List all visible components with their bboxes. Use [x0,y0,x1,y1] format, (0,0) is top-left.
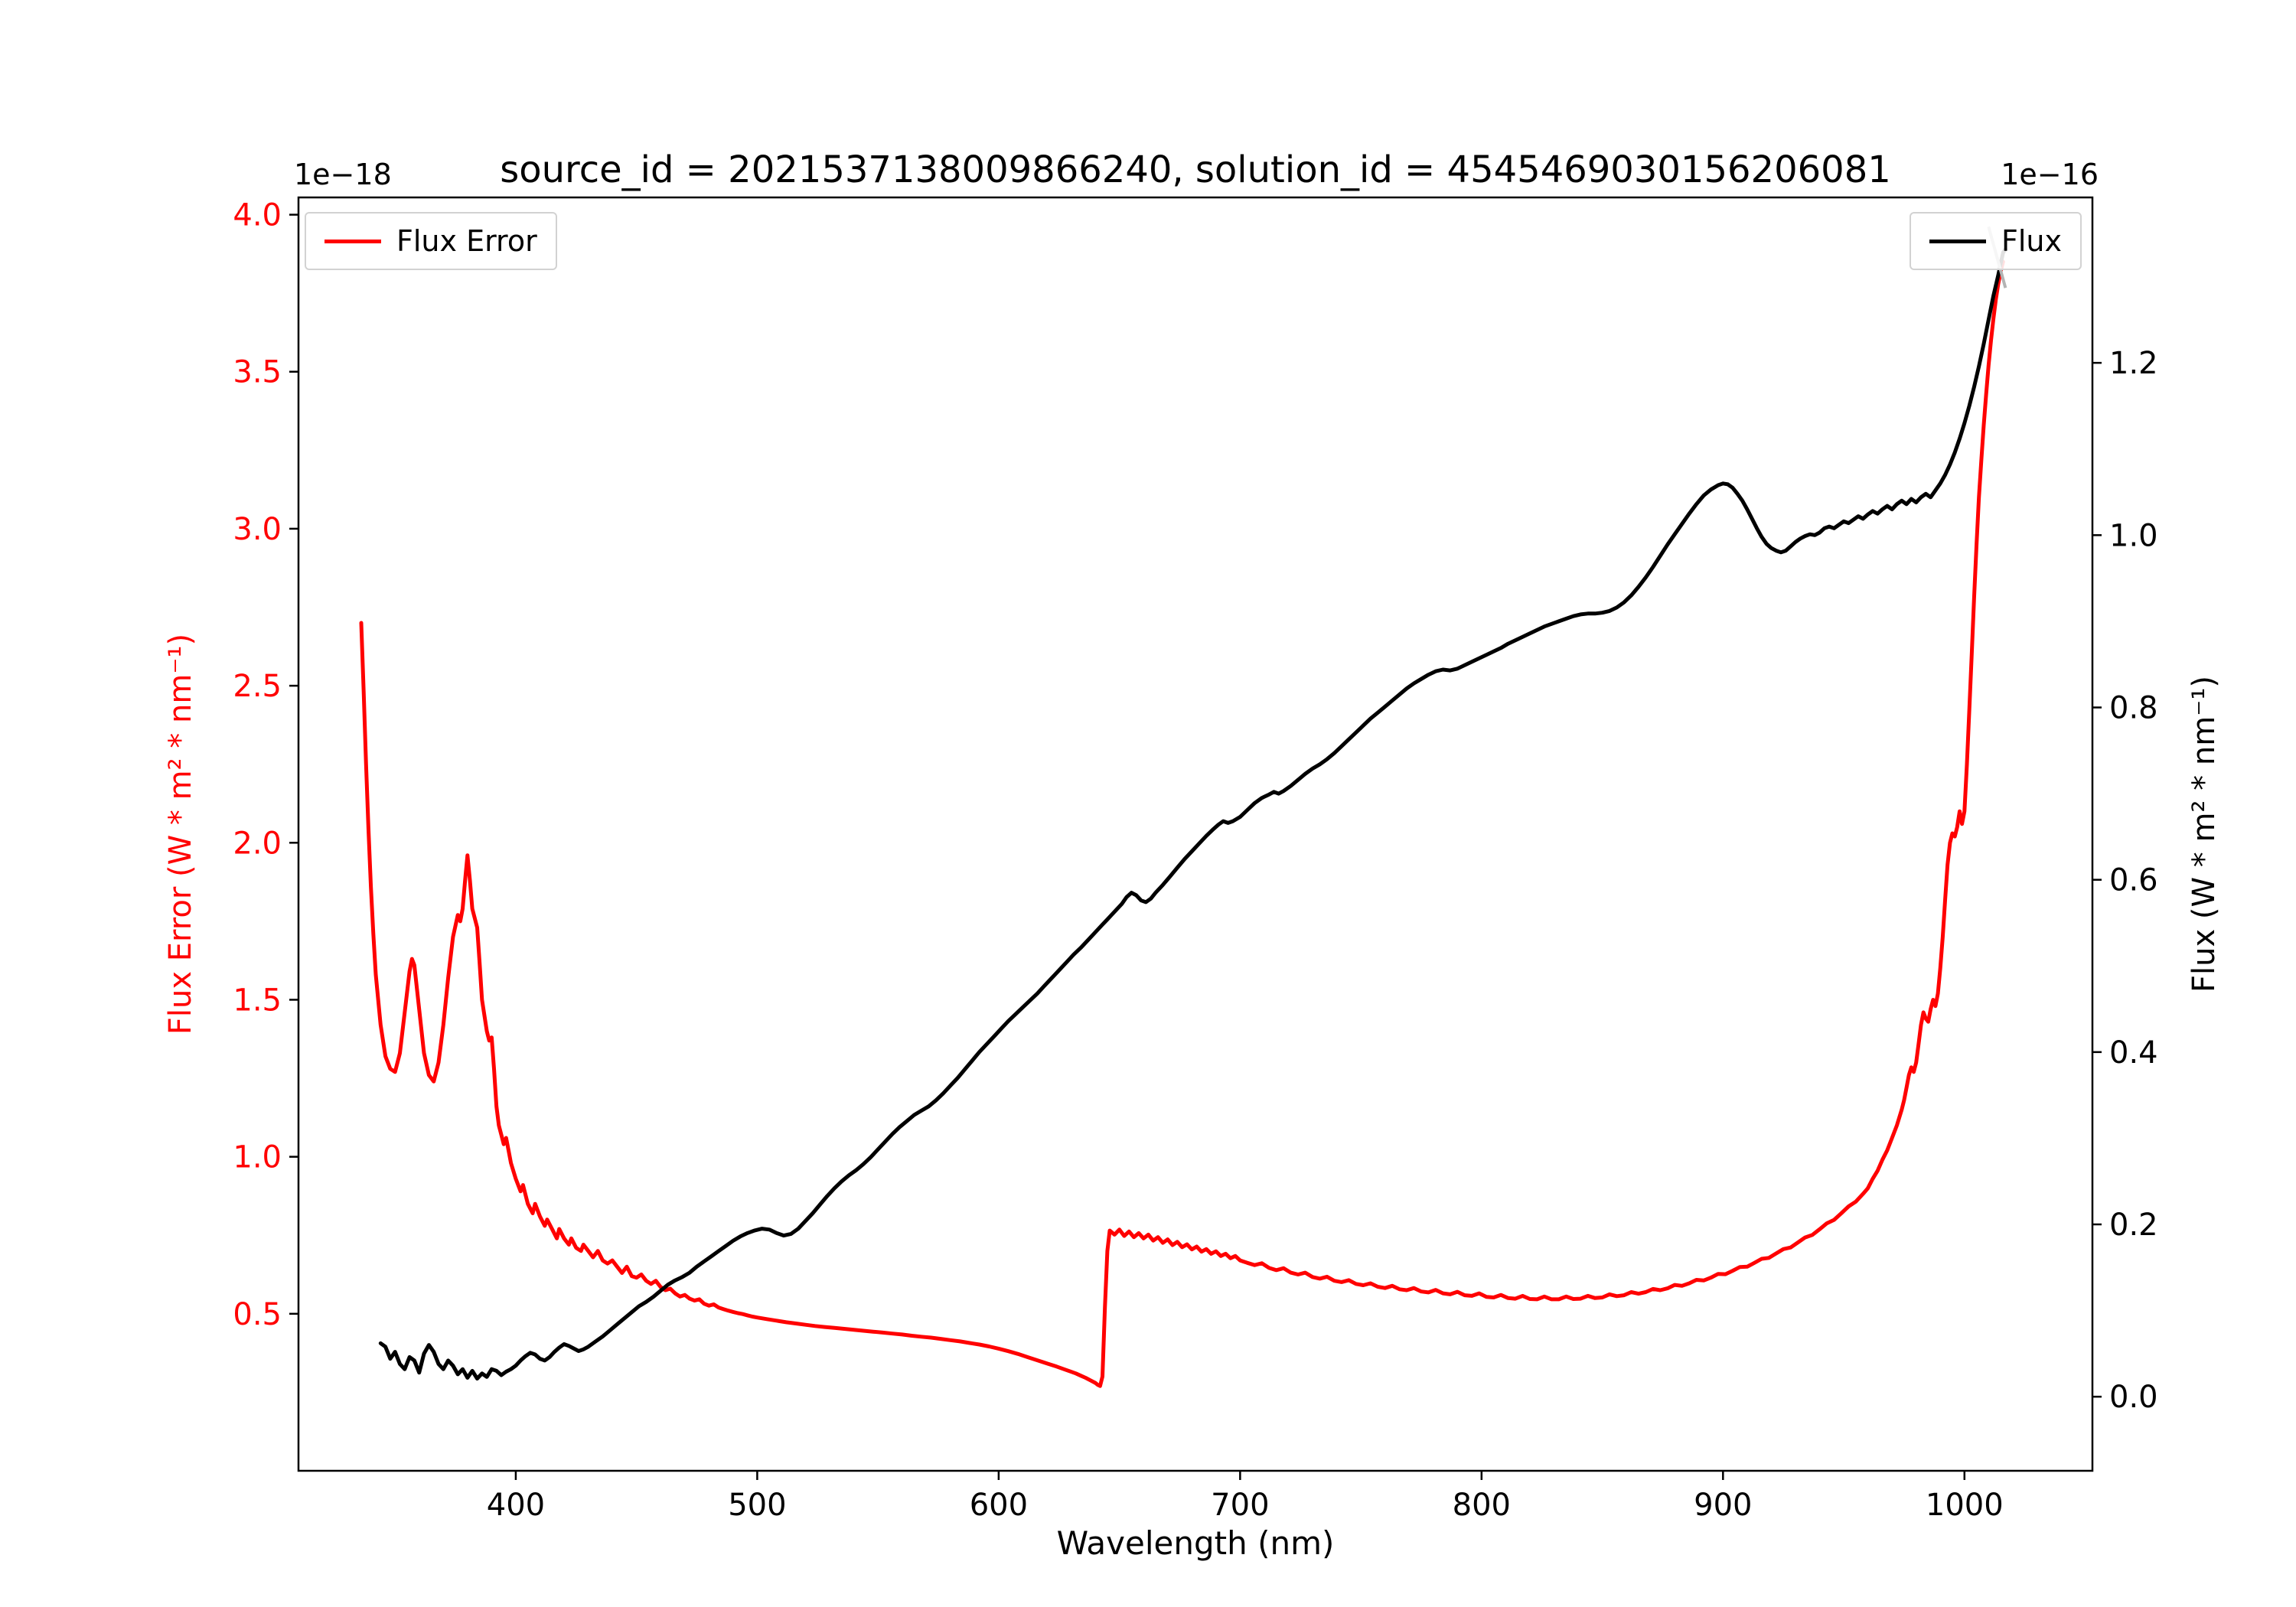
left-tick-label: 2.5 [233,669,282,704]
legend-flux-label: Flux [2001,224,2062,258]
legend-flux-error-label: Flux Error [396,224,537,258]
x-tick-label: 800 [1453,1488,1511,1523]
x-tick-label: 500 [728,1488,786,1523]
left-tick-label: 1.5 [233,983,282,1018]
flux-error-line-sample [325,239,381,243]
right-axis-offset-text: 1e−16 [2001,158,2099,191]
axes-frame [297,196,2094,1472]
x-tick-label: 600 [970,1488,1028,1523]
left-tick-label: 3.0 [233,512,282,547]
left-tick-label: 0.5 [233,1297,282,1332]
x-axis-label: Wavelength (nm) [1056,1524,1335,1562]
right-tick-label: 0.8 [2109,691,2158,726]
x-tick-label: 1000 [1926,1488,2004,1523]
series-line-flux-error [359,259,2005,1388]
x-tick-label: 400 [487,1488,545,1523]
right-tick-label: 1.2 [2109,346,2158,381]
flux-line-sample [1929,239,1986,243]
series-line-flux [378,247,2007,1380]
legend-flux-error: Flux Error [305,212,557,270]
left-axis-offset-text: 1e−18 [294,158,392,191]
right-tick-label: 0.4 [2109,1035,2158,1071]
right-tick-label: 0.2 [2109,1208,2158,1243]
left-tick-label: 4.0 [233,198,282,233]
legend-flux: Flux [1910,212,2082,270]
right-tick-label: 0.0 [2109,1380,2158,1415]
x-tick-label: 700 [1211,1488,1269,1523]
left-tick-label: 2.0 [233,826,282,861]
right-tick-label: 0.6 [2109,863,2158,898]
plot-title: source_id = 2021537138009866240, solutio… [500,148,1891,191]
x-tick-label: 900 [1694,1488,1752,1523]
left-tick-label: 1.0 [233,1140,282,1175]
left-tick-label: 3.5 [233,355,282,390]
right-tick-label: 1.0 [2109,518,2158,553]
